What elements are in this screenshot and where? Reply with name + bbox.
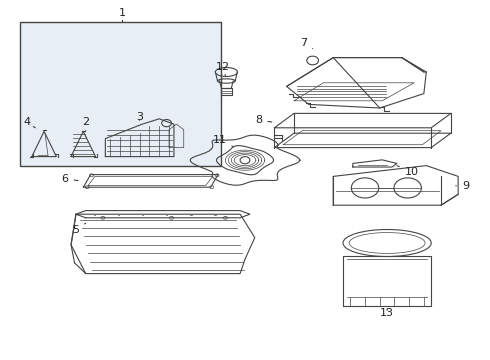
Text: 7: 7 [300,38,313,49]
Circle shape [210,186,214,189]
Text: 6: 6 [62,174,78,184]
Circle shape [90,174,94,177]
Text: 8: 8 [255,115,271,125]
Text: 2: 2 [82,117,89,130]
FancyBboxPatch shape [20,22,220,166]
Text: 4: 4 [24,117,35,128]
Text: 5: 5 [73,223,86,235]
Text: 11: 11 [213,135,233,147]
Text: 1: 1 [119,8,126,22]
Circle shape [170,216,173,219]
Circle shape [215,174,219,177]
Text: 10: 10 [397,166,418,177]
Text: 3: 3 [136,112,143,122]
Circle shape [240,157,250,164]
Text: 9: 9 [456,181,469,191]
Circle shape [101,216,105,219]
Text: 13: 13 [380,308,394,318]
Circle shape [223,216,227,219]
Circle shape [85,186,89,189]
Text: 12: 12 [216,62,230,76]
